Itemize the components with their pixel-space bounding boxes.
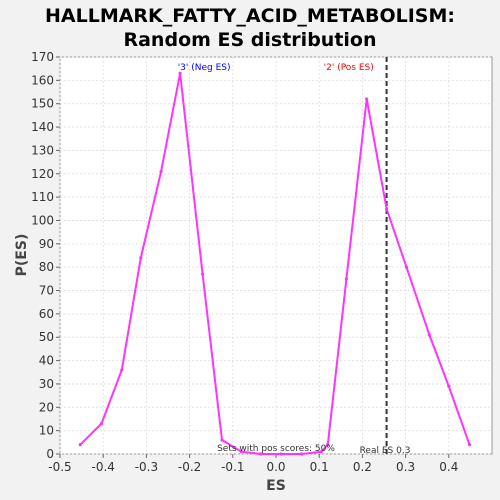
y-tick-label: 130 xyxy=(31,143,54,157)
series-point xyxy=(300,452,304,456)
series-point xyxy=(467,443,472,447)
y-tick-label: 90 xyxy=(39,237,54,251)
series-point xyxy=(239,450,244,454)
series-point xyxy=(220,438,224,442)
y-tick-label: 80 xyxy=(39,260,54,274)
plot-area xyxy=(59,56,493,455)
x-tick-label: 0.3 xyxy=(396,460,415,474)
y-tick-label: 30 xyxy=(39,377,54,391)
series-point xyxy=(427,333,431,337)
y-tick-label: 160 xyxy=(31,73,54,87)
y-tick-label: 110 xyxy=(31,190,54,204)
chart-title-line-1: HALLMARK_FATTY_ACID_METABOLISM: xyxy=(45,5,455,27)
axis-ticks: -0.5 -0.4 -0.3 -0.2 -0.1 0.0 0.1 0.2 0.3 0.4 0 10 20… xyxy=(31,50,458,474)
y-tick-label: 100 xyxy=(31,213,54,227)
series-point xyxy=(259,452,263,456)
y-tick-label: 170 xyxy=(31,50,54,64)
series-point xyxy=(200,272,205,276)
x-tick-label: -0.2 xyxy=(178,460,201,474)
series-point xyxy=(447,384,451,388)
y-tick-label: 50 xyxy=(39,330,54,344)
series-point xyxy=(178,71,182,75)
y-tick-label: 60 xyxy=(39,307,54,321)
series-point xyxy=(99,422,104,426)
series-point xyxy=(319,450,323,454)
grid xyxy=(59,56,492,455)
series-point xyxy=(279,452,283,456)
pos-es-label: '2' (Pos ES) xyxy=(324,63,374,73)
y-tick-label: 150 xyxy=(31,97,54,111)
x-tick-label: 0.4 xyxy=(439,460,458,474)
series-point xyxy=(159,169,163,174)
x-tick-label: -0.5 xyxy=(48,460,71,474)
y-tick-label: 120 xyxy=(31,167,54,181)
y-tick-label: 0 xyxy=(46,447,54,461)
y-tick-label: 10 xyxy=(39,424,54,438)
x-tick-label: 0.2 xyxy=(353,460,372,474)
x-tick-label: 0.1 xyxy=(310,460,329,474)
series-point xyxy=(344,277,349,281)
x-tick-label: -0.4 xyxy=(91,460,114,474)
chart-title-line-2: Random ES distribution xyxy=(123,29,376,51)
pos-scores-annotation: Sets with pos scores: 50% xyxy=(217,444,335,454)
series-points xyxy=(78,71,472,456)
series-point xyxy=(78,443,82,447)
series-point xyxy=(326,443,330,447)
y-tick-label: 140 xyxy=(31,120,54,134)
series-point xyxy=(139,256,143,260)
y-axis-label: P(ES) xyxy=(14,234,30,277)
y-tick-label: 70 xyxy=(39,284,54,298)
series-point xyxy=(365,97,369,101)
neg-es-label: '3' (Neg ES) xyxy=(178,63,231,73)
real-es-annotation: Real ES 0.3 xyxy=(360,446,411,456)
x-tick-label: -0.3 xyxy=(135,460,158,474)
y-tick-label: 20 xyxy=(39,400,54,414)
y-tick-label: 40 xyxy=(39,354,54,368)
series-point xyxy=(404,265,409,269)
series-point xyxy=(384,207,389,211)
x-axis-label: ES xyxy=(266,478,286,494)
x-tick-label: -0.1 xyxy=(221,460,244,474)
series-point xyxy=(120,368,124,372)
x-tick-label: 0.0 xyxy=(266,460,285,474)
